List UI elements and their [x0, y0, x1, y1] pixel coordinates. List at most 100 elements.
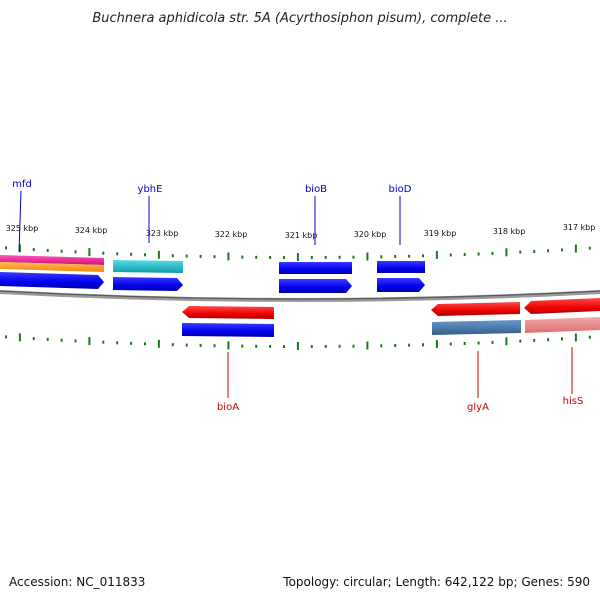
outer-tick: [547, 249, 550, 253]
outer-tick: [32, 248, 35, 252]
inner-tick: [32, 337, 35, 341]
outer-tick: [255, 255, 258, 259]
forward-gene-labels: mfd ybhE bioB bioD: [12, 179, 412, 253]
feature-hisS-lower[interactable]: [525, 317, 600, 333]
gene-label-bioD[interactable]: bioD: [389, 184, 412, 195]
inner-tick: [366, 341, 369, 350]
outer-tick: [324, 255, 327, 259]
outer-tick: [227, 252, 230, 261]
outer-tick: [102, 251, 105, 255]
ruler-label-322: 322 kbp: [215, 230, 248, 239]
gene-label-hisS[interactable]: hisS: [563, 396, 584, 407]
feature-glyA-lower[interactable]: [432, 320, 521, 335]
outer-tick: [171, 254, 174, 258]
ruler-label-324: 324 kbp: [75, 226, 108, 235]
gene-label-mfd[interactable]: mfd: [12, 179, 32, 190]
outer-tick: [463, 253, 466, 256]
outer-tick: [310, 256, 313, 259]
outer-tick: [185, 254, 188, 258]
feature-bioD[interactable]: [377, 278, 425, 292]
inner-tick: [185, 343, 188, 347]
ruler-label-319: 319 kbp: [424, 229, 457, 238]
inner-tick: [477, 341, 480, 345]
outer-tick: [505, 248, 508, 257]
inner-tick: [241, 344, 244, 348]
gene-label-bioB[interactable]: bioB: [305, 184, 327, 195]
outer-tick: [366, 252, 369, 261]
outer-tick: [296, 253, 299, 261]
feature-mfd-magenta[interactable]: [0, 255, 104, 265]
outer-tick: [380, 255, 383, 259]
feature-mfd-orange[interactable]: [0, 262, 104, 272]
outer-tick: [574, 244, 577, 253]
outer-tick: [408, 254, 411, 258]
ruler-ticks-outer: [5, 244, 591, 261]
outer-tick: [533, 249, 536, 253]
outer-tick: [588, 246, 591, 250]
inner-tick: [255, 344, 258, 348]
feature-hisS[interactable]: [524, 298, 600, 314]
ruler-label-321: 321 kbp: [285, 231, 318, 240]
gene-label-glyA[interactable]: glyA: [467, 402, 489, 413]
gene-label-ybhE[interactable]: ybhE: [138, 184, 163, 195]
ruler-label-317: 317 kbp: [563, 223, 596, 232]
gene-label-bioA[interactable]: bioA: [217, 402, 239, 413]
leader-mfd: [18, 190, 22, 253]
inner-tick: [435, 339, 438, 348]
outer-tick: [422, 254, 424, 258]
inner-tick: [519, 339, 522, 343]
inner-tick: [533, 338, 536, 342]
ruler-labels: 325 kbp 324 kbp 323 kbp 322 kbp 321 kbp …: [6, 223, 596, 240]
ruler-label-323: 323 kbp: [146, 229, 179, 238]
inner-tick: [227, 341, 230, 350]
genome-summary-text: Topology: circular; Length: 642,122 bp; …: [282, 575, 590, 589]
inner-tick: [491, 340, 494, 344]
feature-bioA[interactable]: [182, 306, 274, 319]
outer-tick: [199, 254, 202, 258]
inner-tick: [171, 343, 174, 347]
outer-tick: [561, 248, 563, 252]
outer-tick: [116, 252, 119, 256]
outer-tick: [519, 250, 522, 254]
inner-tick: [296, 342, 299, 350]
inner-tick: [561, 337, 563, 341]
outer-tick: [241, 255, 244, 259]
outer-tick: [5, 246, 7, 250]
inner-tick: [380, 344, 383, 348]
outer-tick: [477, 252, 480, 256]
inner-tick: [88, 337, 91, 346]
outer-tick: [157, 250, 160, 259]
genome-backbone: [0, 290, 600, 302]
outer-tick: [213, 255, 216, 259]
outer-tick: [88, 248, 91, 257]
inner-tick: [505, 337, 508, 346]
feature-bioD-top[interactable]: [377, 261, 425, 273]
outer-tick: [338, 255, 341, 259]
ruler-label-325: 325 kbp: [6, 224, 39, 233]
feature-bioA-lower[interactable]: [182, 323, 274, 337]
inner-tick: [463, 342, 466, 345]
inner-tick: [60, 338, 63, 342]
outer-tick: [352, 255, 355, 259]
inner-tick: [74, 339, 77, 343]
forward-features: [0, 255, 425, 293]
inner-tick: [213, 344, 216, 348]
ruler-label-318: 318 kbp: [493, 227, 526, 236]
outer-tick: [130, 252, 133, 256]
inner-tick: [310, 345, 313, 348]
inner-tick: [199, 343, 202, 347]
feature-ybhE[interactable]: [113, 277, 183, 291]
inner-tick: [18, 333, 21, 342]
feature-mfd[interactable]: [0, 272, 104, 289]
inner-tick: [588, 335, 591, 339]
inner-tick: [449, 342, 452, 346]
feature-glyA[interactable]: [431, 302, 520, 316]
outer-tick: [60, 249, 63, 253]
feature-ybhE-cyan[interactable]: [113, 260, 183, 273]
inner-tick: [283, 345, 285, 348]
inner-tick: [408, 343, 411, 347]
inner-tick: [144, 342, 146, 346]
feature-bioB[interactable]: [279, 279, 352, 293]
feature-bioB-top[interactable]: [279, 262, 352, 274]
